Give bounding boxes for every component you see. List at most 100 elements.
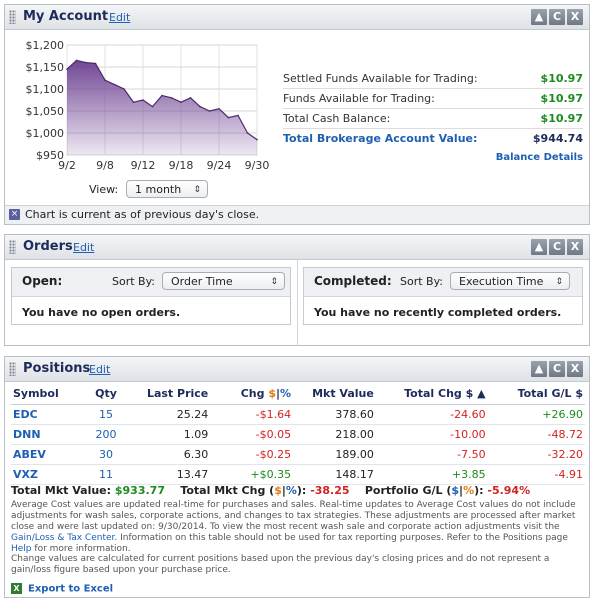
last-price-cell: 1.09 (127, 424, 211, 445)
total-chg-label: Total Mkt Chg ( (180, 484, 275, 497)
help-link[interactable]: Help (11, 544, 32, 554)
total-account-row: Total Brokerage Account Value: $944.74 (283, 129, 583, 148)
chart-data-point (237, 114, 239, 117)
chart-x-tick-label: 9/24 (207, 159, 232, 172)
drag-handle[interactable] (9, 362, 16, 376)
completed-orders-message: You have no recently completed orders. (314, 306, 562, 319)
total-chg-cell: -10.00 (375, 424, 488, 445)
chg-label: Chg (240, 386, 265, 400)
chevron-updown-icon: ⇕ (193, 185, 201, 195)
symbol-link[interactable]: VXZ (11, 464, 85, 485)
chart-y-tick-label: $1,150 (26, 61, 65, 74)
chart-data-point (151, 105, 154, 108)
portfolio-percent-toggle[interactable]: % (463, 484, 475, 497)
note-date: 9/30/2014 (158, 522, 205, 532)
completed-sort-select[interactable]: Execution Time ⇕ (450, 272, 570, 290)
chart-data-point (85, 61, 87, 64)
balance-details-link[interactable]: Balance Details (495, 152, 583, 163)
refresh-button[interactable]: C (549, 9, 565, 25)
funds-available-value: $10.97 (540, 92, 583, 105)
chart-y-tick-label: $1,050 (26, 105, 65, 118)
edit-link[interactable]: Edit (89, 363, 111, 376)
total-chg-dollar-toggle[interactable]: $ (274, 484, 282, 497)
chart-data-point (123, 88, 125, 90)
panel-title: My Account (23, 9, 109, 24)
col-total-gl[interactable]: Total G/L $ (487, 382, 585, 405)
chart-footnote: × Chart is current as of previous day's … (5, 205, 589, 224)
chart-data-point (199, 105, 201, 108)
gain-loss-tax-center-link[interactable]: Gain/Loss & Tax Center (11, 533, 115, 543)
chart-x-tick-label: 9/2 (58, 159, 76, 172)
edit-link[interactable]: Edit (109, 11, 131, 24)
total-chg-value: -38.25 (310, 484, 350, 497)
drag-handle[interactable] (9, 10, 16, 24)
close-button[interactable]: X (567, 239, 583, 255)
chg-cell: -$0.25 (210, 444, 294, 465)
collapse-button[interactable]: ▲ (531, 9, 547, 25)
col-qty[interactable]: Qty (84, 382, 128, 405)
chart-data-point (142, 99, 144, 101)
cash-balance-row: Total Cash Balance: $10.97 (283, 109, 583, 129)
close-button[interactable]: X (567, 9, 583, 25)
collapse-button[interactable]: ▲ (531, 361, 547, 377)
portfolio-dollar-toggle[interactable]: $ (451, 484, 460, 497)
chart-data-point (180, 101, 182, 103)
settled-funds-row: Settled Funds Available for Trading: $10… (283, 69, 583, 89)
panel-title: Positions (23, 361, 91, 376)
table-header-row: Symbol Qty Last Price Chg $|% Mkt Value … (11, 382, 585, 405)
open-sort-value: Order Time (171, 275, 233, 288)
orders-panel: Orders Edit ▲ C X Open: Sort By: Order T… (4, 234, 590, 346)
qty-cell: 30 (84, 444, 128, 465)
positions-summary: Total Mkt Value: $933.77 Total Mkt Chg (… (11, 484, 530, 497)
last-price-cell: 6.30 (127, 444, 211, 465)
total-chg-cell: -24.60 (375, 404, 488, 425)
symbol-link[interactable]: EDC (11, 404, 85, 425)
col-total-chg[interactable]: Total Chg $ ▲ (375, 382, 488, 405)
chg-percent-toggle[interactable]: % (280, 386, 292, 400)
col-symbol[interactable]: Symbol (11, 382, 85, 405)
excel-icon: X (11, 583, 22, 594)
collapse-button[interactable]: ▲ (531, 239, 547, 255)
chg-dollar-toggle[interactable]: $ (268, 386, 277, 400)
positions-table: Symbol Qty Last Price Chg $|% Mkt Value … (11, 382, 585, 485)
portfolio-close: ): (474, 484, 484, 497)
drag-handle[interactable] (9, 240, 16, 254)
symbol-link[interactable]: DNN (11, 424, 85, 445)
panel-title: Orders (23, 239, 73, 254)
sort-by-label: Sort By: (112, 275, 156, 288)
export-to-excel-button[interactable]: X Export to Excel (11, 583, 113, 595)
chart-data-point (227, 116, 230, 119)
chart-y-tick-label: $950 (36, 149, 64, 162)
total-account-label[interactable]: Total Brokerage Account Value: (283, 132, 478, 145)
chg-separator: | (276, 386, 281, 400)
total-gl-cell: -4.91 (487, 464, 585, 485)
refresh-button[interactable]: C (549, 239, 565, 255)
edit-link[interactable]: Edit (73, 241, 95, 254)
total-gl-cell: -48.72 (487, 424, 585, 445)
chg-cell: -$0.05 (210, 424, 294, 445)
cash-balance-label: Total Cash Balance: (283, 112, 391, 125)
chg-cell: +$0.35 (210, 464, 294, 485)
total-chg-percent-toggle[interactable]: % (285, 484, 297, 497)
table-row: DNN 200 1.09 -$0.05 218.00 -10.00 -48.72 (11, 424, 585, 445)
info-icon: × (9, 209, 20, 220)
total-gl-cell: +26.90 (487, 404, 585, 425)
positions-panel: Positions Edit ▲ C X Symbol Qty Last Pri… (4, 356, 590, 598)
window-controls: ▲ C X (531, 9, 583, 25)
close-button[interactable]: X (567, 361, 583, 377)
symbol-link[interactable]: ABEV (11, 444, 85, 465)
col-chg[interactable]: Chg $|% (210, 382, 294, 405)
total-gl-cell: -32.20 (487, 444, 585, 465)
total-chg-cell: -7.50 (375, 444, 488, 465)
view-label: View: (89, 183, 119, 196)
chart-data-point (189, 97, 192, 99)
refresh-button[interactable]: C (549, 361, 565, 377)
mkt-value-cell: 218.00 (293, 424, 376, 445)
funds-available-label: Funds Available for Trading: (283, 92, 435, 105)
col-mkt-value[interactable]: Mkt Value (293, 382, 376, 405)
table-row: VXZ 11 13.47 +$0.35 148.17 +3.85 -4.91 (11, 464, 585, 485)
open-sort-select[interactable]: Order Time ⇕ (162, 272, 285, 290)
col-last-price[interactable]: Last Price (127, 382, 211, 405)
view-select[interactable]: 1 month ⇕ (126, 180, 208, 198)
chart-area-fill (67, 60, 257, 155)
